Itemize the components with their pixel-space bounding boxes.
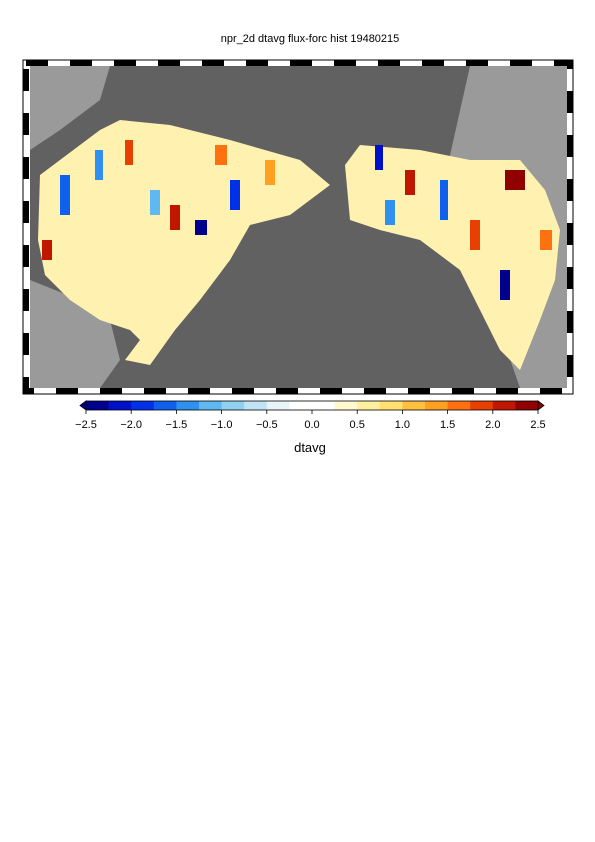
colorbar-segment bbox=[108, 401, 132, 410]
colorbar-segment bbox=[357, 401, 381, 410]
colorbar-segment bbox=[131, 401, 155, 410]
colorbar-segment bbox=[447, 401, 471, 410]
colorbar-segment bbox=[199, 401, 222, 410]
colorbar-tick-label: −1.0 bbox=[211, 419, 233, 431]
data-field bbox=[345, 145, 560, 370]
colorbar-tick-label: 1.0 bbox=[395, 419, 410, 431]
colorbar-segment bbox=[492, 401, 516, 410]
colorbar-tick-label: −1.5 bbox=[166, 419, 188, 431]
colorbar-segment bbox=[515, 401, 539, 410]
colorbar-segment bbox=[289, 401, 313, 410]
colorbar: −2.5 −2.0 −1.5 −1.0 −0.5 0.0 0.5 1.0 1.5 2.0 2.5 bbox=[75, 400, 546, 431]
colorbar-tick-label: 2.5 bbox=[530, 419, 545, 431]
colorbar-segment bbox=[402, 401, 426, 410]
colorbar-segment bbox=[153, 401, 177, 410]
colorbar-segment bbox=[176, 401, 200, 410]
colorbar-tick-label: −2.0 bbox=[120, 419, 142, 431]
map-title: npr_2d dtavg flux-forc hist 19480215 bbox=[221, 33, 400, 45]
colorbar-segment bbox=[312, 401, 335, 410]
colorbar-tick-label: −2.5 bbox=[75, 419, 97, 431]
colorbar-tick-label: 1.5 bbox=[440, 419, 455, 431]
colorbar-segment bbox=[470, 401, 494, 410]
colorbar-segment bbox=[425, 401, 448, 410]
colorbar-tick-label: 2.0 bbox=[485, 419, 500, 431]
colorbar-segment bbox=[334, 401, 358, 410]
colorbar-tick-label: −0.5 bbox=[256, 419, 278, 431]
colorbar-segment bbox=[221, 401, 245, 410]
data-patches bbox=[42, 140, 552, 300]
colorbar-tick-label: 0.0 bbox=[304, 419, 319, 431]
land bbox=[30, 66, 120, 388]
colorbar-segment bbox=[244, 401, 268, 410]
colorbar-label: dtavg bbox=[294, 440, 326, 455]
map bbox=[22, 59, 574, 395]
frame-ticks bbox=[23, 60, 573, 394]
colorbar-tick-label: 0.5 bbox=[350, 419, 365, 431]
data-field bbox=[38, 120, 330, 365]
colorbar-segment bbox=[266, 401, 290, 410]
colorbar-segment bbox=[379, 401, 403, 410]
colorbar-segment bbox=[86, 401, 109, 410]
